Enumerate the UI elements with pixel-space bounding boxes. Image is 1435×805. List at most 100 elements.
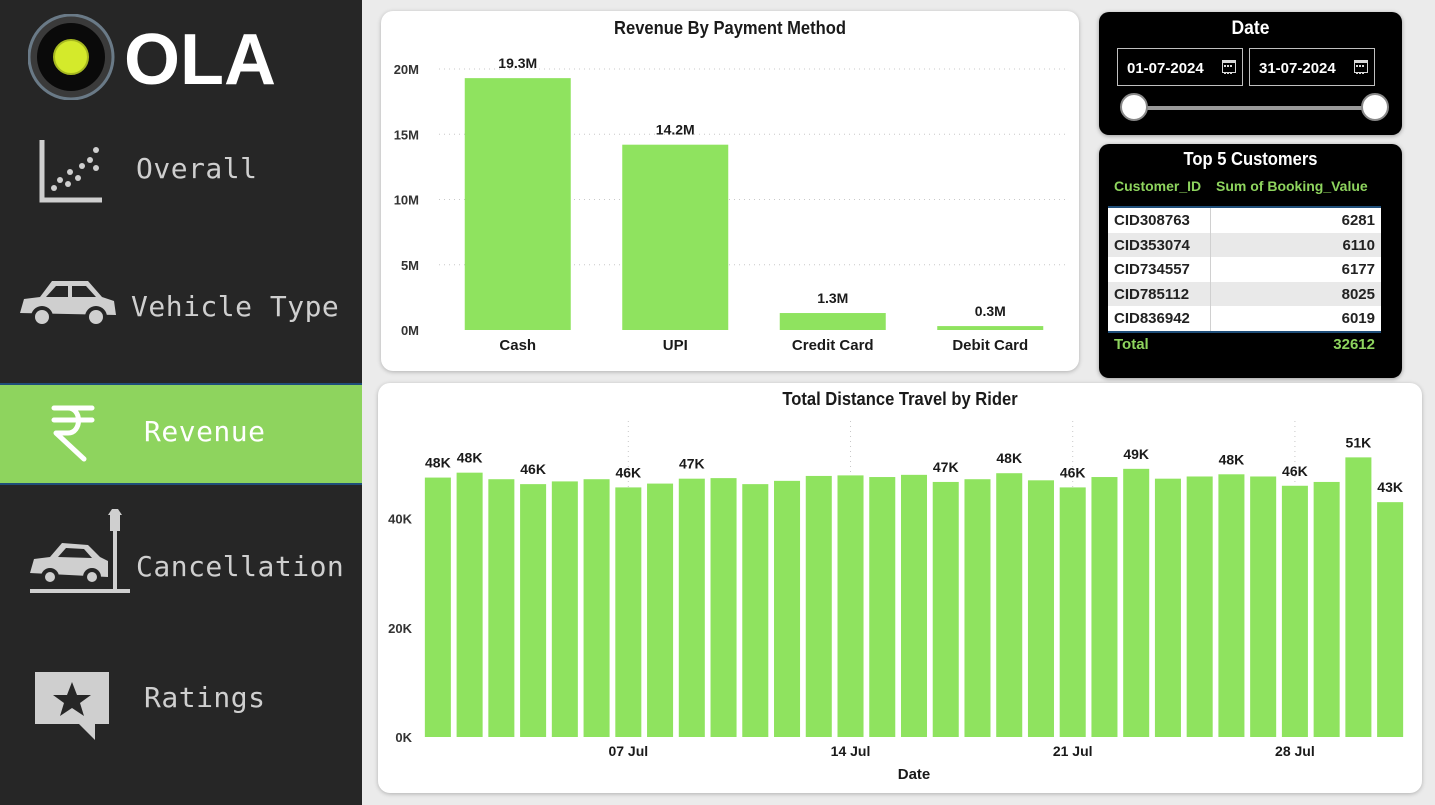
y-tick-label: 5M (401, 258, 419, 273)
bar (424, 477, 451, 737)
bar (488, 479, 515, 737)
bar (464, 78, 571, 330)
booking-value-cell: 8025 (1341, 285, 1375, 303)
bar (932, 481, 959, 737)
data-label: 1.3M (817, 290, 848, 306)
customer-id-cell: CID836942 (1108, 306, 1211, 331)
date-slicer-title: Date (1231, 18, 1270, 39)
bar (937, 326, 1044, 330)
nav-label-cancellation: Cancellation (136, 550, 345, 583)
y-tick-label: 15M (394, 127, 419, 142)
revenue-chart-card: Revenue By Payment Method 0M 5M 10M 15M 20M 1… (381, 11, 1079, 371)
booking-value-cell: 6019 (1341, 310, 1375, 328)
top-customers-title: Top 5 Customers (1183, 149, 1318, 169)
y-tick-label: 0K (395, 730, 412, 745)
data-label: 14.2M (656, 122, 695, 138)
x-tick-label: 28 Jul (1275, 743, 1315, 759)
x-tick-label: Debit Card (952, 337, 1028, 354)
top-customers-body: CID308763 6281 CID353074 6110 CID734557 617… (1108, 206, 1381, 333)
top-customers-table: Top 5 Customers Customer_ID Sum of Booki… (1099, 144, 1402, 378)
end-date-input[interactable]: 31-07-2024 (1249, 48, 1375, 86)
bar (1218, 474, 1245, 737)
bar (1091, 477, 1118, 737)
data-label: 46K (615, 464, 641, 480)
table-row[interactable]: CID734557 6177 (1108, 257, 1381, 282)
data-label: 48K (996, 450, 1022, 466)
nav-item-revenue[interactable]: Revenue (0, 383, 362, 485)
x-tick-label: UPI (663, 337, 688, 354)
x-tick-label: 07 Jul (608, 743, 648, 759)
revenue-chart-title: Revenue By Payment Method (614, 18, 846, 38)
bar (1250, 476, 1277, 737)
bar (551, 481, 578, 737)
bar (837, 475, 864, 737)
column-header-booking-value[interactable]: Sum of Booking_Value (1216, 178, 1368, 194)
date-slicer: Date 01-07-2024 31-07-2024 (1099, 12, 1402, 135)
nav-label-vehicle-type: Vehicle Type (131, 290, 340, 323)
x-tick-label: 21 Jul (1053, 743, 1093, 759)
nav-item-overall[interactable]: Overall (0, 120, 362, 220)
nav-label-revenue: Revenue (144, 415, 266, 448)
bar (622, 144, 729, 330)
total-label: Total (1114, 336, 1149, 353)
calendar-icon[interactable] (1354, 60, 1368, 74)
bar (615, 487, 642, 737)
data-label: 46K (520, 461, 546, 477)
bar (805, 475, 832, 737)
car-crash-icon (30, 509, 130, 593)
start-date-value: 01-07-2024 (1127, 60, 1204, 77)
x-axis-title: Date (898, 766, 931, 783)
y-tick-label: 40K (388, 512, 412, 527)
data-label: 48K (425, 455, 451, 471)
bar (1154, 478, 1181, 737)
customer-id-cell: CID734557 (1108, 257, 1211, 282)
bar (779, 313, 886, 330)
table-row[interactable]: CID353074 6110 (1108, 232, 1381, 258)
y-tick-label: 10M (394, 193, 419, 208)
data-label: 48K (1219, 451, 1245, 467)
bar (520, 484, 547, 737)
calendar-icon[interactable] (1222, 60, 1236, 74)
nav-label-overall: Overall (136, 152, 258, 185)
distance-chart-title: Total Distance Travel by Rider (782, 389, 1018, 409)
data-label: 48K (457, 450, 483, 466)
x-tick-label: Cash (499, 337, 536, 354)
bar (1377, 502, 1404, 737)
bar (1186, 476, 1213, 737)
booking-value-cell: 6177 (1341, 261, 1375, 279)
booking-value-cell: 6110 (1342, 236, 1375, 254)
table-row[interactable]: CID836942 6019 (1108, 306, 1381, 331)
bar (647, 483, 674, 737)
date-slider-track[interactable] (1133, 106, 1375, 110)
y-tick-label: 0M (401, 323, 419, 338)
column-header-customer-id[interactable]: Customer_ID (1114, 178, 1202, 194)
bar (1027, 480, 1054, 737)
nav-label-ratings: Ratings (144, 681, 266, 714)
distance-chart-card: Total Distance Travel by Rider 0K 20K 40K 0… (378, 383, 1422, 793)
ola-logo: OLA (28, 14, 276, 100)
bar (583, 479, 610, 737)
bar (710, 478, 737, 737)
nav-item-vehicle-type[interactable]: Vehicle Type (0, 255, 362, 355)
nav-item-cancellation[interactable]: Cancellation (0, 505, 362, 615)
data-label: 47K (679, 456, 705, 472)
data-label: 51K (1346, 434, 1372, 450)
customer-id-cell: CID785112 (1108, 281, 1211, 307)
date-slider-end-handle[interactable] (1361, 93, 1389, 121)
bar (1345, 457, 1372, 737)
data-label: 47K (933, 459, 959, 475)
date-slider-start-handle[interactable] (1120, 93, 1148, 121)
bar (1313, 481, 1340, 737)
bar (742, 484, 769, 737)
x-tick-label: Credit Card (792, 337, 874, 354)
data-label: 49K (1123, 446, 1149, 462)
bar (1281, 485, 1308, 737)
table-row[interactable]: CID785112 8025 (1108, 281, 1381, 307)
start-date-input[interactable]: 01-07-2024 (1117, 48, 1243, 86)
sidebar: OLA Overall Vehicle Type Revenue (0, 0, 362, 805)
star-chat-icon (35, 672, 109, 740)
scatter-chart-icon (39, 140, 102, 203)
bar (996, 473, 1023, 737)
nav-item-ratings[interactable]: Ratings (0, 650, 362, 750)
table-row[interactable]: CID308763 6281 (1108, 208, 1381, 233)
